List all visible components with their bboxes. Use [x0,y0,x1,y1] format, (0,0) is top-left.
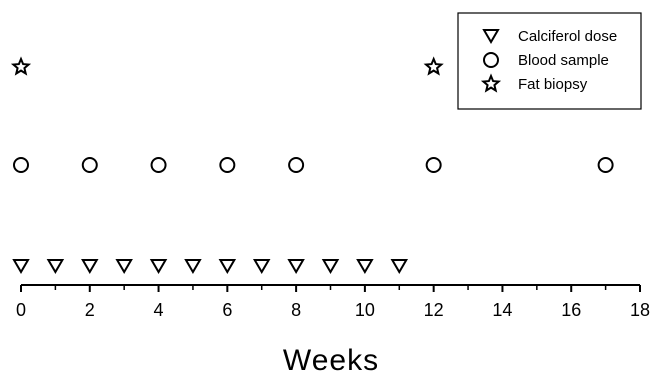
x-tick-label: 2 [85,300,95,320]
x-tick-label: 18 [630,300,650,320]
x-tick-label: 14 [492,300,512,320]
x-tick-label: 4 [154,300,164,320]
point-circle [597,157,614,173]
point-circle [81,157,98,173]
point-circle [288,157,305,173]
x-tick-label: 12 [424,300,444,320]
point-circle [13,157,29,173]
x-tick-label: 8 [291,300,301,320]
x-tick-label: 10 [355,300,375,320]
x-tick-label: 0 [16,300,26,320]
legend-label: Fat biopsy [518,76,588,93]
series-star [10,56,444,76]
point-triangle-down [184,259,202,274]
point-circle [150,157,167,173]
point-triangle-down [356,259,374,274]
legend-entry: Fat biopsy [480,73,588,93]
legend-label: Calciferol dose [518,28,617,45]
plot-area [10,56,614,274]
point-triangle-down [149,259,168,274]
point-triangle-down [81,259,99,274]
legend-entry: Calciferol dose [482,28,617,45]
point-triangle-down [321,259,340,274]
point-triangle-down [218,259,237,274]
point-star [423,56,444,76]
legend-triangle-down-icon [482,29,500,44]
series-circle [13,157,614,173]
point-triangle-down [115,259,133,274]
series-triangle-down [12,259,409,274]
x-axis-title: Weeks [283,344,379,376]
legend-entry: Blood sample [483,52,609,69]
point-triangle-down [252,259,271,274]
legend: Calciferol dose Blood sample Fat biopsy [457,12,642,110]
point-triangle-down [287,259,305,274]
point-circle [425,157,442,173]
legend-circle-icon [483,52,499,68]
x-tick-label: 6 [222,300,232,320]
point-circle [219,157,236,173]
point-triangle-down [390,259,409,274]
point-star [10,56,32,76]
x-axis: 0 2 4 6 8 10 12 14 16 18 [16,284,650,320]
point-triangle-down [46,259,65,274]
point-triangle-down [12,259,30,274]
legend-label: Blood sample [518,52,609,69]
legend-star-icon [480,73,502,93]
x-tick-label: 16 [561,300,581,320]
